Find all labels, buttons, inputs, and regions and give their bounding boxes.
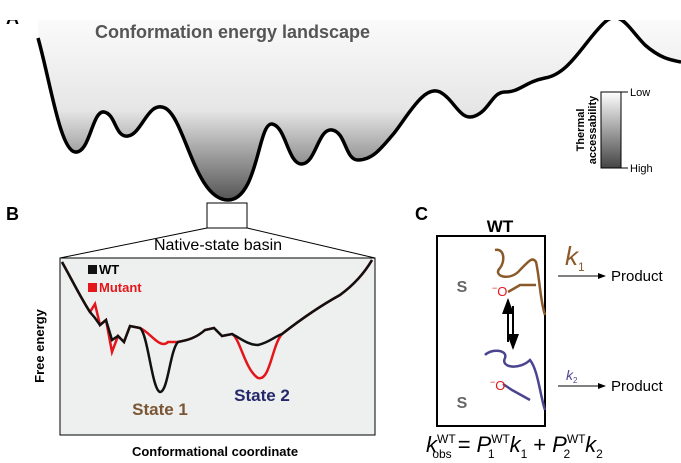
text-part: 2 — [573, 376, 578, 385]
legend-label: WT — [99, 262, 119, 277]
text-part: = — [458, 432, 471, 457]
scale-high: High — [630, 163, 653, 175]
text-part: 2 — [563, 447, 570, 461]
text-part: O — [497, 284, 507, 299]
text-part: 1 — [521, 447, 528, 461]
product: Product — [611, 378, 664, 395]
text-part: WT — [437, 432, 456, 446]
scale-low: Low — [630, 87, 650, 99]
legend-swatch — [88, 265, 97, 274]
enzyme-box — [437, 236, 545, 426]
figure: A Conformation energy landscape Low High… — [0, 0, 681, 463]
product: Product — [611, 268, 664, 285]
text-part: obs — [432, 447, 451, 461]
legend-label: Mutant — [99, 280, 142, 295]
state-label: State 1 — [132, 400, 188, 419]
text-part: 1 — [488, 447, 495, 461]
zoom-box — [207, 203, 247, 228]
scale-title: accessability — [587, 95, 599, 164]
text-part: O — [495, 378, 505, 393]
legend-swatch — [88, 283, 97, 292]
text-part: WT — [567, 432, 586, 446]
x-axis-label: Conformational coordinate — [132, 444, 298, 459]
text-part: + — [533, 432, 546, 457]
scale-bar — [601, 92, 621, 168]
panel-title: WT — [487, 217, 514, 236]
rate-k1: k1 — [565, 241, 585, 274]
text-part: 1 — [578, 260, 585, 274]
panel-title: Native-state basin — [154, 237, 282, 254]
text-part: 2 — [596, 447, 603, 461]
rate-k2: k2 — [566, 367, 578, 385]
panel-label: B — [6, 204, 19, 224]
panel-label: C — [415, 204, 428, 224]
state-label: State 2 — [234, 386, 290, 405]
text-part: WT — [491, 432, 510, 446]
y-axis-label: Free energy — [32, 308, 47, 382]
scale-title: Thermal — [575, 109, 587, 152]
substrate: S — [457, 395, 468, 412]
top-mask — [0, 0, 681, 20]
panel-title: Conformation energy landscape — [95, 22, 370, 42]
substrate: S — [457, 279, 468, 296]
